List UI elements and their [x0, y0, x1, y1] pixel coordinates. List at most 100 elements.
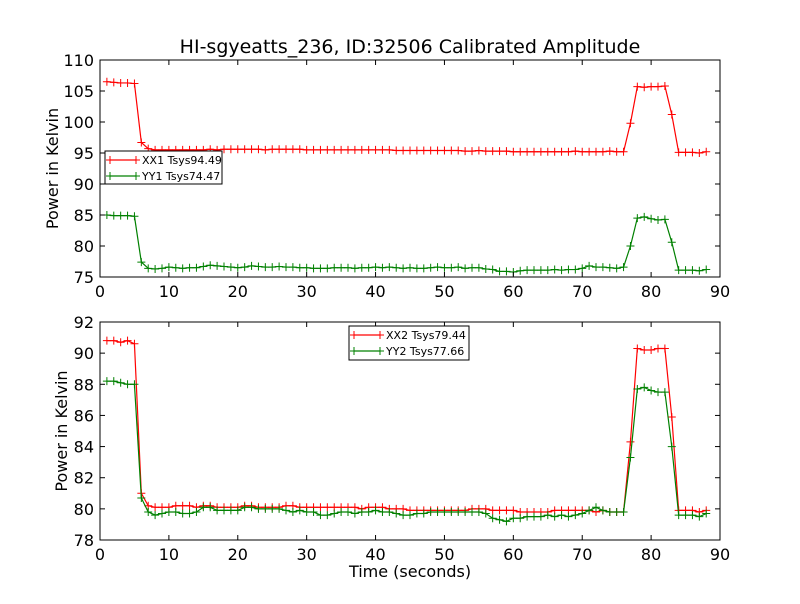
data-point: [295, 145, 304, 154]
data-point: [619, 263, 628, 272]
data-point: [674, 148, 683, 157]
data-point: [605, 507, 614, 516]
data-point: [337, 263, 346, 272]
data-point: [488, 147, 497, 156]
data-point: [647, 346, 656, 355]
data-point: [619, 507, 628, 516]
data-point: [164, 507, 173, 516]
data-point: [364, 507, 373, 516]
data-point: [433, 263, 442, 272]
data-point: [371, 145, 380, 154]
data-point: [674, 511, 683, 520]
data-point: [337, 145, 346, 154]
legend-label: XX1 Tsys94.49: [142, 154, 222, 167]
legend-label: XX2 Tsys79.44: [386, 329, 466, 342]
data-point: [578, 147, 587, 156]
data-point: [399, 264, 408, 273]
data-point: [495, 267, 504, 276]
data-point: [137, 493, 146, 502]
data-point: [206, 503, 215, 512]
y-tick-label: 88: [74, 375, 94, 394]
data-point: [330, 263, 339, 272]
data-point: [488, 506, 497, 515]
data-point: [392, 146, 401, 155]
data-point: [440, 507, 449, 516]
data-point: [702, 509, 711, 518]
data-point: [116, 211, 125, 220]
data-point: [412, 509, 421, 518]
legend-entry: YY2 Tsys77.66: [350, 345, 464, 358]
x-tick-label: 90: [710, 545, 730, 564]
data-point: [426, 263, 435, 272]
data-point: [350, 145, 359, 154]
data-point: [220, 262, 228, 271]
data-point: [309, 507, 318, 516]
data-point: [261, 263, 270, 272]
data-point: [282, 145, 290, 154]
legend: XX1 Tsys94.49 YY1 Tsys74.47: [104, 150, 223, 185]
data-point: [282, 263, 290, 272]
data-point: [268, 145, 277, 154]
x-axis-label: Time (seconds): [348, 562, 471, 581]
data-point: [102, 377, 111, 386]
data-point: [585, 147, 594, 156]
data-point: [626, 242, 635, 250]
data-point: [419, 146, 428, 155]
data-point: [144, 264, 153, 273]
x-tick-label: 90: [710, 282, 730, 301]
data-point: [667, 110, 676, 119]
chart-title: HI-sgyeatts_236, ID:32506 Calibrated Amp…: [180, 36, 641, 58]
y-tick-label: 90: [74, 344, 94, 363]
data-point: [598, 147, 607, 156]
data-point: [536, 512, 545, 521]
data-point: [316, 264, 325, 273]
data-point: [564, 265, 573, 274]
legend-swatch-marker: [106, 156, 114, 164]
data-point: [123, 380, 132, 389]
data-point: [213, 261, 222, 270]
data-point: [681, 511, 690, 520]
legend-entry: XX1 Tsys94.49: [106, 154, 222, 167]
x-tick-label: 70: [572, 282, 592, 301]
legend-swatch-marker: [350, 331, 358, 339]
data-point: [654, 215, 662, 224]
y-tick-label: 80: [74, 500, 94, 519]
data-point: [164, 263, 173, 272]
data-point: [123, 336, 132, 345]
data-point: [564, 512, 573, 521]
y-tick-label: 82: [74, 469, 94, 488]
data-point: [536, 266, 545, 275]
data-point: [626, 119, 635, 128]
data-point: [633, 214, 642, 223]
data-point: [302, 145, 311, 154]
x-tick-label: 30: [296, 282, 316, 301]
data-point: [468, 263, 476, 272]
panel-2: 0 10 20 30 40 50 60 70 80 90 78 80 82 84 86 88 90 92 Power…: [52, 313, 730, 581]
data-point: [247, 261, 256, 270]
data-point: [385, 507, 394, 516]
y-tick-label: 78: [74, 531, 94, 550]
data-point: [130, 79, 139, 88]
data-point: [323, 503, 332, 512]
data-point: [385, 145, 394, 154]
data-point: [371, 263, 380, 272]
data-point: [233, 506, 242, 515]
data-point: [288, 263, 297, 272]
data-point: [247, 145, 256, 154]
data-point: [571, 265, 580, 274]
data-point: [109, 336, 118, 345]
data-point: [406, 263, 414, 272]
data-point: [564, 147, 573, 156]
data-point: [302, 507, 311, 516]
legend-box: [104, 150, 223, 185]
data-point: [550, 147, 559, 156]
data-point: [316, 503, 325, 512]
x-tick-label: 20: [228, 545, 248, 564]
data-point: [502, 517, 511, 526]
data-point: [626, 453, 635, 462]
y-axis-label: Power in Kelvin: [52, 370, 71, 491]
plot-frame: [99, 321, 721, 541]
data-point: [220, 145, 228, 154]
data-point: [378, 507, 387, 516]
data-point: [151, 511, 160, 520]
